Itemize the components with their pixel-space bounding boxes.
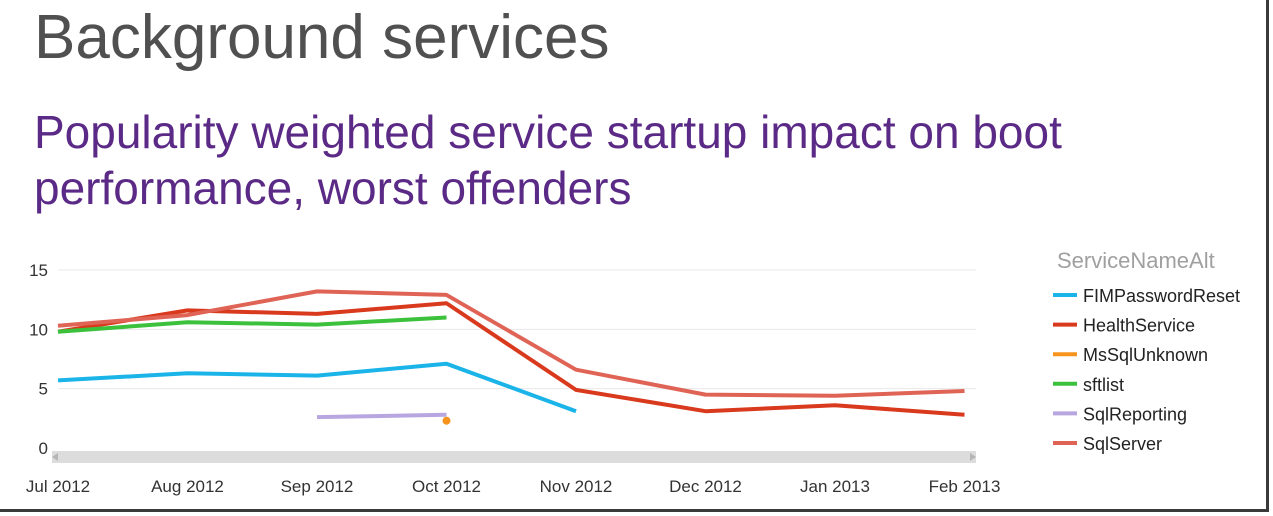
legend-label: MsSqlUnknown	[1083, 345, 1208, 365]
axis-labels: 0 5 10 15 Jul 2012 Aug 2012 Sep 2012 Oct 2012 No…	[26, 261, 1001, 496]
x-tick-label: Dec 2012	[669, 477, 742, 496]
legend-item[interactable]: SqlServer	[1053, 434, 1162, 454]
data-point	[442, 416, 451, 425]
x-tick-label: Jan 2013	[800, 477, 870, 496]
y-tick-label: 10	[29, 320, 48, 339]
y-tick-label: 5	[39, 380, 48, 399]
horizontal-scrollbar[interactable]	[52, 451, 976, 463]
x-tick-label: Nov 2012	[540, 477, 613, 496]
legend-item[interactable]: MsSqlUnknown	[1053, 345, 1208, 365]
series-line	[57, 361, 577, 414]
series-sqlreporting	[316, 412, 447, 420]
legend-item[interactable]: sftlist	[1053, 375, 1124, 395]
x-tick-label: Oct 2012	[412, 477, 481, 496]
series-sqlserver	[57, 289, 965, 398]
legend-title: ServiceNameAlt	[1057, 248, 1215, 273]
series-line	[57, 289, 965, 398]
scroll-left-arrow-icon[interactable]	[52, 453, 58, 461]
series-healthservice	[57, 301, 965, 417]
legend-item[interactable]: SqlReporting	[1053, 404, 1187, 424]
legend: ServiceNameAlt FIMPasswordReset HealthSer…	[1053, 248, 1240, 454]
y-tick-label: 15	[29, 261, 48, 280]
series-line	[316, 412, 447, 420]
chart-subtitle: Popularity weighted service startup impa…	[34, 106, 1062, 214]
grid-layer	[58, 269, 976, 390]
legend-label: HealthService	[1083, 316, 1195, 336]
series-fimpasswordreset	[57, 361, 577, 414]
legend-label: sftlist	[1083, 375, 1124, 395]
x-tick-label: Sep 2012	[281, 477, 354, 496]
y-tick-label: 0	[39, 439, 48, 458]
page-title: Background services	[34, 3, 610, 72]
series-mssqlunknown	[442, 416, 451, 425]
x-tick-label: Jul 2012	[26, 477, 90, 496]
x-tick-label: Feb 2013	[929, 477, 1001, 496]
legend-label: FIMPasswordReset	[1083, 286, 1240, 306]
series-line	[57, 301, 965, 417]
series-lines	[57, 289, 965, 425]
x-tick-label: Aug 2012	[151, 477, 224, 496]
legend-label: SqlServer	[1083, 434, 1162, 454]
legend-item[interactable]: FIMPasswordReset	[1053, 286, 1240, 306]
series-sftlist	[57, 315, 447, 334]
scrollbar-track[interactable]	[52, 451, 976, 463]
legend-label: SqlReporting	[1083, 404, 1187, 424]
legend-item[interactable]: HealthService	[1053, 316, 1195, 336]
scroll-right-arrow-icon[interactable]	[970, 453, 976, 461]
series-line	[57, 315, 447, 334]
